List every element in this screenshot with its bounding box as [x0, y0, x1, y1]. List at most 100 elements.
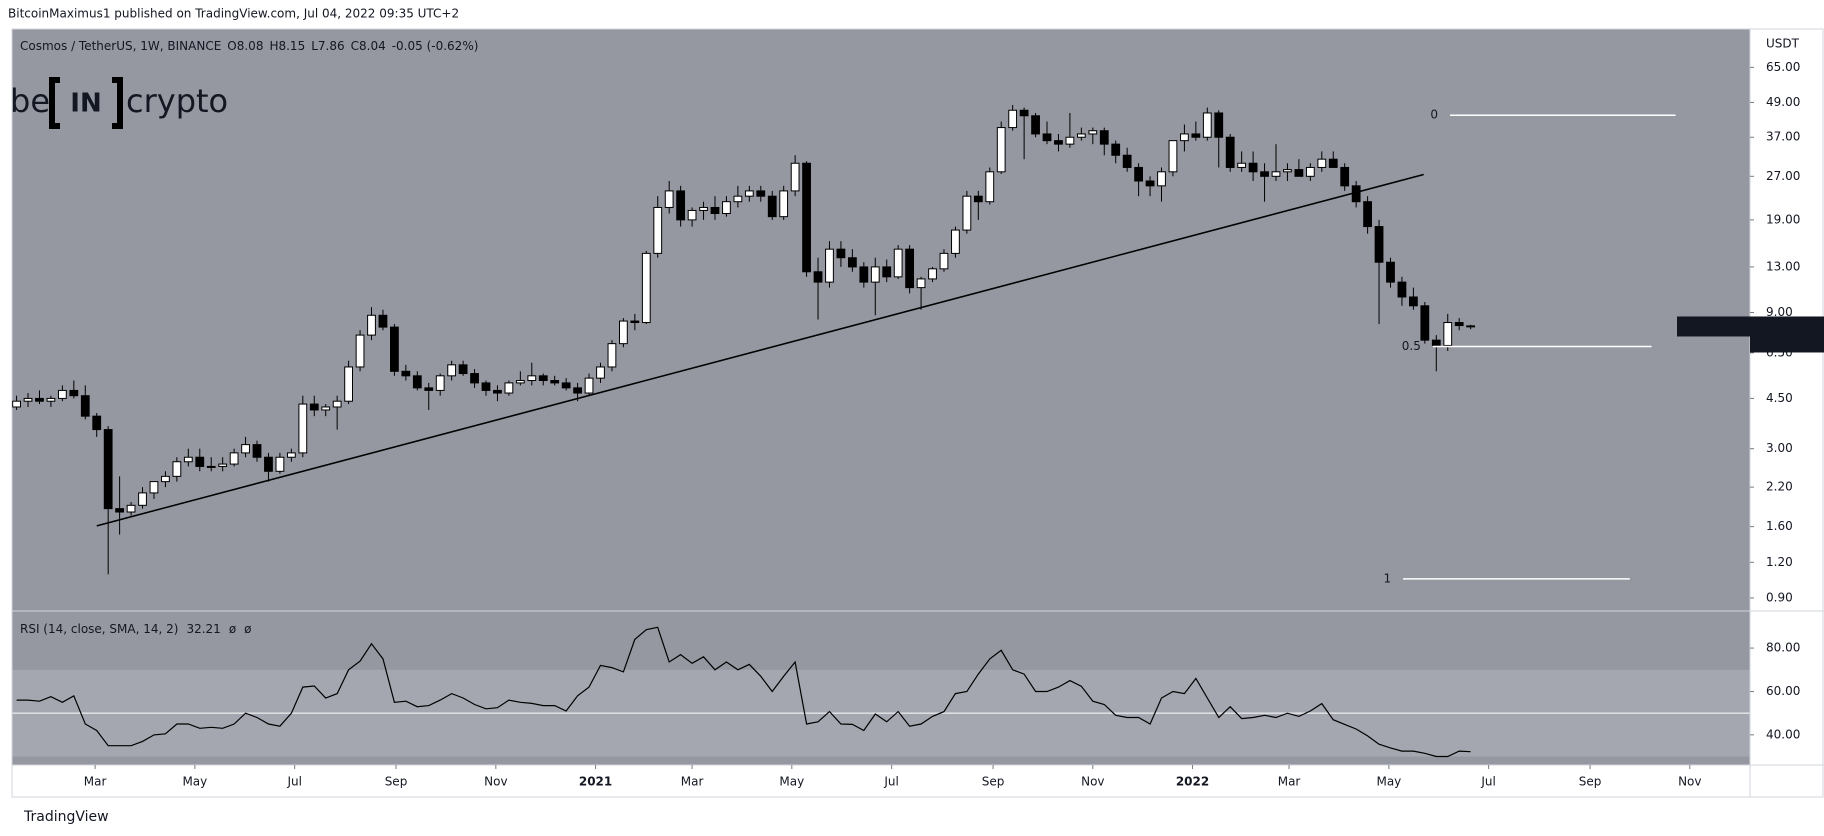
y-tick-label: 1.60 [1766, 519, 1793, 533]
candle-body [1111, 143, 1121, 156]
price-badge [1750, 316, 1824, 353]
fib-label: 1 [1383, 571, 1391, 585]
candle-body [722, 201, 731, 215]
publisher: BitcoinMaximus1 published on TradingView… [8, 7, 459, 21]
candle-body [1031, 115, 1040, 135]
candle-body [424, 387, 434, 391]
y-tick-label: 4.50 [1766, 391, 1793, 405]
candle-body [996, 127, 1006, 173]
header-label: H [269, 39, 278, 53]
candle-body [618, 320, 628, 345]
rsi-flag: ø [244, 622, 251, 636]
candle-body [710, 206, 720, 215]
candle-body [458, 364, 468, 375]
candle-body [470, 373, 479, 384]
candle-body [825, 248, 834, 283]
rsi-value: 32.21 [186, 622, 220, 636]
candle-body [756, 190, 766, 197]
candle-body [229, 452, 239, 465]
y-unit: USDT [1766, 37, 1800, 51]
candle-body [1454, 322, 1464, 327]
candle-body [882, 266, 892, 278]
header-value: 8.04 [359, 39, 386, 53]
candle-body [1317, 158, 1327, 168]
y-tick-label: 2.20 [1766, 480, 1793, 494]
candle-body [1328, 158, 1338, 168]
y-tick-label: 27.00 [1766, 169, 1800, 183]
candle-body [1420, 305, 1430, 341]
candle-body [515, 380, 525, 384]
candle-body [733, 195, 743, 203]
price-badge-value: 8.04 [1764, 319, 1794, 333]
watermark: be IN crypto [10, 77, 228, 129]
candle-body [183, 456, 193, 463]
candle-body [46, 397, 56, 402]
candle-body [1225, 136, 1235, 168]
watermark-left: be [10, 82, 50, 120]
frame [11, 28, 1824, 798]
candle-body [1374, 226, 1384, 263]
y-tick-label: 80.00 [1766, 641, 1800, 655]
y-tick-label: 49.00 [1766, 95, 1800, 109]
candle-body [309, 403, 319, 411]
main-pane [12, 29, 1750, 611]
x-tick-label: May [182, 775, 207, 789]
candle-body [493, 389, 502, 394]
candle-body [1248, 162, 1258, 173]
x-tick-label: Mar [84, 775, 107, 789]
watermark-middle: IN [70, 89, 101, 119]
candle-body [355, 334, 365, 368]
candle-body [527, 375, 537, 382]
candle-body [1466, 325, 1476, 328]
candle-body [332, 400, 342, 408]
candle-body [1019, 109, 1029, 117]
rsi-title: RSI (14, close, SMA, 14, 2) [20, 622, 178, 636]
candle-body [378, 314, 388, 328]
candle-body [596, 366, 605, 379]
x-tick-label: Sep [1579, 775, 1602, 789]
rsi-line [16, 626, 1471, 758]
candle-body [1134, 166, 1144, 182]
rsi-flag: ø [229, 622, 236, 636]
y-tick-label: 0.90 [1766, 590, 1793, 604]
overlay: BitcoinMaximus1 published on TradingView… [8, 7, 1800, 826]
price-badge-countdown: 6d 17h [1764, 335, 1806, 349]
candle-body [847, 257, 857, 268]
symbol-title: Cosmos / TetherUS, 1W, BINANCE [20, 39, 221, 53]
candle-body [641, 252, 651, 324]
x-tick-label: Nov [484, 775, 507, 789]
candle-body [607, 343, 617, 368]
candle-body [893, 248, 903, 278]
candle-body [676, 190, 686, 221]
candle-body [206, 465, 216, 468]
candle-body [1397, 281, 1407, 298]
marks: 0 0.5 1 ATOMUSDT 8.04 6d 17h [12, 104, 1824, 758]
candle-body [962, 195, 972, 231]
fib-label: 0 [1430, 108, 1438, 122]
header-label: C [351, 39, 359, 53]
candle-body [1054, 140, 1063, 145]
candle-body [1363, 201, 1372, 228]
candle-body [951, 229, 960, 254]
candle-body [1237, 162, 1247, 168]
candle-body [264, 456, 273, 472]
y-tick-label: 65.00 [1766, 60, 1800, 74]
candle-body [1214, 112, 1224, 138]
y-tick-label: 13.00 [1766, 259, 1800, 273]
candle-body [1099, 130, 1109, 145]
candle-body [218, 463, 228, 467]
candle-body [1191, 133, 1201, 138]
header-value: 8.08 [237, 39, 264, 53]
x-tick-label: Nov [1081, 775, 1104, 789]
candle-body [985, 171, 995, 203]
candle-body [973, 195, 983, 203]
candle-body [149, 481, 159, 494]
y-tick-label: 40.00 [1766, 727, 1800, 741]
watermark-bracket [49, 77, 123, 129]
candle-body [790, 162, 800, 192]
candle-body [664, 190, 674, 208]
candle-body [504, 382, 514, 394]
candle-body [859, 266, 869, 283]
